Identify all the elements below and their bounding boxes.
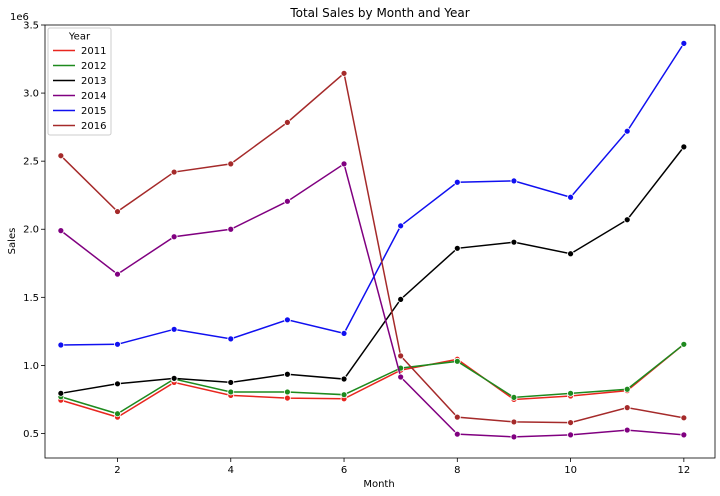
data-point-2013 bbox=[170, 374, 178, 382]
data-point-2012 bbox=[340, 391, 348, 399]
data-point-2016 bbox=[623, 404, 631, 412]
data-point-2015 bbox=[510, 177, 518, 185]
data-point-2014 bbox=[453, 430, 461, 438]
data-point-2013 bbox=[340, 375, 348, 383]
data-point-2012 bbox=[623, 385, 631, 393]
data-point-2015 bbox=[623, 127, 631, 135]
data-point-2016 bbox=[680, 414, 688, 422]
legend-label-2013: 2013 bbox=[81, 76, 106, 87]
series-line-2013 bbox=[60, 146, 685, 395]
data-point-2014 bbox=[680, 431, 688, 439]
data-point-2012 bbox=[567, 389, 574, 397]
data-point-2016 bbox=[397, 352, 405, 360]
data-point-2014 bbox=[397, 373, 405, 381]
data-point-2012 bbox=[227, 388, 235, 396]
data-point-2014 bbox=[57, 227, 65, 235]
y-tick-label: 2.0 bbox=[23, 225, 39, 236]
x-tick-label: 6 bbox=[341, 465, 347, 476]
data-point-2013 bbox=[57, 389, 65, 397]
x-tick-label: 8 bbox=[454, 465, 460, 476]
y-tick-label: 0.5 bbox=[23, 429, 39, 440]
data-point-2016 bbox=[340, 69, 348, 77]
data-point-2013 bbox=[284, 370, 291, 378]
plot-area: 2 4 6 8 10 12 0.5 1.0 1.5 2.0 2.5 3.0 3.5 bbox=[23, 21, 716, 476]
data-point-2011 bbox=[284, 394, 291, 402]
data-point-2013 bbox=[397, 295, 405, 303]
chart-title: Total Sales by Month and Year bbox=[289, 6, 469, 20]
legend-label-2014: 2014 bbox=[81, 91, 106, 102]
series-line-2011 bbox=[60, 343, 685, 418]
data-point-2013 bbox=[227, 379, 235, 386]
legend-label-2016: 2016 bbox=[81, 121, 106, 132]
data-point-2014 bbox=[510, 433, 518, 441]
legend-title: Year bbox=[68, 32, 91, 43]
data-point-2016 bbox=[114, 208, 121, 215]
data-point-2012 bbox=[284, 388, 291, 396]
data-point-2015 bbox=[397, 222, 405, 230]
data-point-2016 bbox=[510, 418, 518, 426]
data-point-2013 bbox=[567, 250, 574, 258]
legend-label-2011: 2011 bbox=[81, 46, 106, 57]
data-point-2015 bbox=[680, 39, 688, 47]
series-line-2016 bbox=[60, 71, 684, 424]
x-tick-label: 12 bbox=[677, 465, 690, 476]
data-point-2015 bbox=[170, 325, 178, 333]
data-point-2015 bbox=[227, 335, 235, 343]
data-point-2014 bbox=[227, 225, 235, 233]
axes-frame bbox=[44, 24, 716, 459]
y-scale-label: 1e6 bbox=[10, 12, 29, 23]
series-line-2014 bbox=[60, 162, 684, 438]
y-tick-label: 3.5 bbox=[23, 21, 39, 32]
data-point-2015 bbox=[57, 341, 65, 349]
y-tick-label: 3.0 bbox=[23, 89, 39, 100]
y-tick-label: 1.0 bbox=[23, 361, 39, 372]
series-line-2012 bbox=[60, 343, 685, 415]
data-point-2016 bbox=[57, 152, 65, 160]
data-point-2015 bbox=[114, 340, 121, 348]
x-tick-label: 10 bbox=[564, 465, 577, 476]
data-point-2015 bbox=[284, 316, 291, 324]
data-point-2016 bbox=[227, 160, 235, 168]
data-point-2014 bbox=[340, 160, 348, 168]
data-point-2016 bbox=[170, 168, 178, 176]
data-point-2012 bbox=[510, 394, 518, 401]
data-point-2015 bbox=[453, 178, 461, 186]
legend-label-2012: 2012 bbox=[81, 61, 106, 72]
data-point-2013 bbox=[510, 238, 518, 246]
x-axis-label: Month bbox=[363, 479, 394, 490]
data-point-2013 bbox=[680, 143, 688, 151]
data-point-2014 bbox=[623, 426, 631, 434]
data-point-2014 bbox=[567, 431, 574, 439]
data-point-2016 bbox=[284, 118, 291, 126]
legend-label-2015: 2015 bbox=[81, 106, 106, 117]
data-point-2014 bbox=[170, 233, 178, 241]
legend-box bbox=[47, 27, 112, 136]
data-point-2013 bbox=[623, 216, 631, 224]
data-point-2012 bbox=[680, 340, 688, 348]
y-tick-label: 1.5 bbox=[23, 293, 39, 304]
data-point-2014 bbox=[114, 270, 121, 278]
y-tick-label: 2.5 bbox=[23, 157, 39, 168]
data-point-2012 bbox=[114, 410, 121, 418]
series-line-2015 bbox=[60, 42, 685, 346]
y-axis-label: Sales bbox=[7, 228, 18, 255]
data-point-2015 bbox=[340, 330, 348, 337]
data-point-2013 bbox=[114, 380, 121, 388]
data-point-2015 bbox=[567, 193, 574, 201]
data-point-2016 bbox=[567, 419, 574, 426]
data-point-2014 bbox=[284, 197, 291, 205]
data-point-2016 bbox=[453, 413, 461, 421]
data-point-2012 bbox=[453, 357, 461, 365]
x-tick-label: 2 bbox=[114, 465, 120, 476]
x-tick-label: 4 bbox=[228, 465, 234, 476]
data-point-2013 bbox=[453, 244, 461, 252]
legend: Year 2011 2012 2013 2014 2015 2016 bbox=[47, 27, 112, 136]
